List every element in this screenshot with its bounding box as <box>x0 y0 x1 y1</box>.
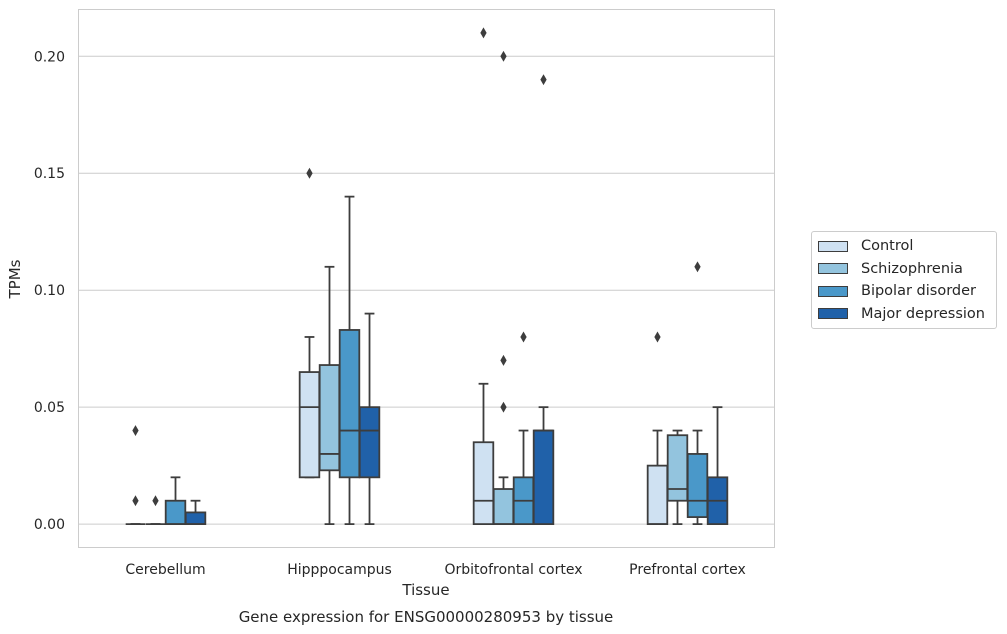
box-rect <box>164 499 187 526</box>
box-group <box>706 406 729 526</box>
legend-item-bipolar-disorder: Bipolar disorder <box>812 280 996 303</box>
box-rect <box>492 488 515 526</box>
box-rect <box>666 434 689 502</box>
legend-label-schizophrenia: Schizophrenia <box>861 260 963 277</box>
box-group <box>666 429 689 526</box>
x-tick-label: Hipppocampus <box>287 562 392 578</box>
x-tick-label: Prefrontal cortex <box>629 562 746 578</box>
legend-swatch-bipolar-disorder <box>818 285 848 297</box>
box-group <box>298 167 321 479</box>
box-group <box>338 195 361 526</box>
y-axis-title: TPMs <box>6 259 24 299</box>
y-tick-label: 0.20 <box>34 49 65 65</box>
legend-swatch-major-depression <box>818 308 848 320</box>
chart-caption: Gene expression for ENSG00000280953 by t… <box>239 608 614 626</box>
y-tick-label: 0.10 <box>34 283 65 299</box>
outlier-point <box>500 401 507 413</box>
outlier-point <box>500 354 507 366</box>
y-tick-label: 0.00 <box>34 517 65 533</box>
box-rect <box>472 441 495 526</box>
box-rect <box>338 329 361 479</box>
y-tick-labels: 0.00 0.05 0.10 0.15 0.20 <box>34 49 65 533</box>
box-group <box>184 499 207 526</box>
x-tick-label: Cerebellum <box>125 562 205 578</box>
boxes <box>125 27 729 526</box>
x-tick-labels: Cerebellum Hipppocampus Orbitofrontal cort… <box>125 562 745 578</box>
outlier-point <box>306 167 313 179</box>
outlier-point <box>520 331 527 343</box>
outlier-point <box>694 261 701 273</box>
y-tick-label: 0.05 <box>34 400 65 416</box>
legend-item-schizophrenia: Schizophrenia <box>812 258 996 281</box>
box-group <box>472 27 495 526</box>
box-group <box>145 495 166 526</box>
outlier-point <box>500 50 507 62</box>
box-group <box>358 312 381 526</box>
outlier-point <box>540 74 547 86</box>
box-group <box>492 50 515 526</box>
box-group <box>125 425 146 526</box>
box-rect <box>686 453 709 518</box>
outlier-point <box>132 495 139 507</box>
box-group <box>318 265 341 526</box>
box-group <box>532 74 555 526</box>
y-tick-label: 0.15 <box>34 166 65 182</box>
box-rect <box>532 429 555 526</box>
legend-item-control: Control <box>812 235 996 258</box>
box-group <box>686 261 709 526</box>
x-axis-title: Tissue <box>401 581 449 599</box>
plot-frame <box>78 9 775 548</box>
legend-label-control: Control <box>861 238 914 255</box>
legend: Control Schizophrenia Bipolar disorder M… <box>811 231 997 329</box>
box-rect <box>646 464 669 526</box>
legend-label-bipolar-disorder: Bipolar disorder <box>861 283 976 300</box>
outlier-point <box>480 27 487 39</box>
x-tick-label: Orbitofrontal cortex <box>445 562 583 578</box>
box-group <box>164 476 187 526</box>
legend-swatch-control <box>818 240 848 252</box>
outlier-point <box>132 425 139 437</box>
box-rect <box>184 511 207 526</box>
legend-swatch-schizophrenia <box>818 263 848 275</box>
legend-item-major-depression: Major depression <box>812 303 996 326</box>
box-group <box>646 331 669 526</box>
box-rect <box>298 371 321 479</box>
box-rect <box>358 406 381 479</box>
legend-label-major-depression: Major depression <box>861 305 985 322</box>
outlier-point <box>152 495 159 507</box>
outlier-point <box>654 331 661 343</box>
box-group <box>512 331 535 526</box>
